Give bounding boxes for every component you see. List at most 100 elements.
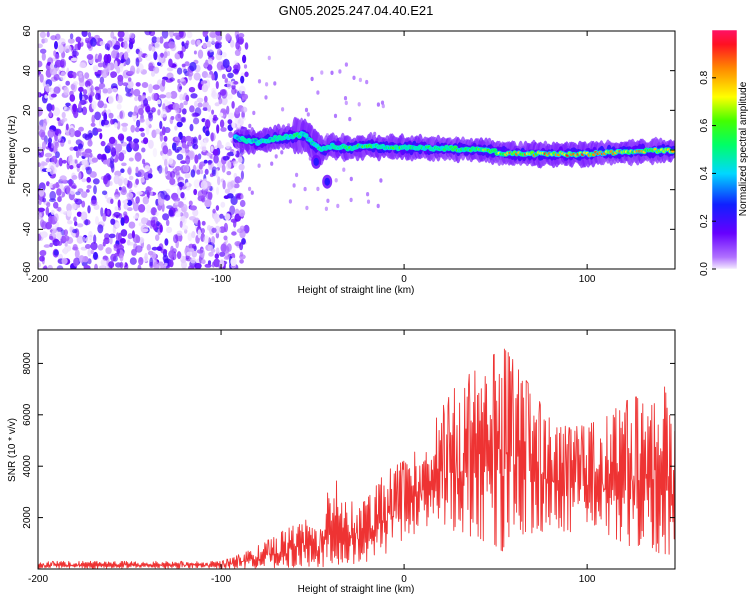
- noise-speckle: [61, 257, 68, 265]
- noise-speckle: [128, 221, 136, 229]
- snr-x-label: Height of straight line (km): [298, 584, 415, 595]
- noise-speckle: [133, 88, 141, 97]
- noise-speckle: [192, 143, 195, 149]
- noise-speckle: [51, 229, 59, 238]
- noise-speckle: [38, 60, 43, 68]
- noise-speckle: [185, 155, 191, 165]
- noise-speckle: [132, 111, 137, 116]
- noise-speckle: [141, 95, 146, 100]
- noise-speckle: [217, 176, 221, 186]
- faint-speckle: [241, 97, 245, 102]
- noise-speckle: [162, 213, 170, 221]
- noise-speckle: [141, 147, 146, 153]
- noise-speckle: [123, 177, 128, 186]
- noise-speckle: [151, 36, 158, 44]
- faint-speckle: [333, 113, 338, 119]
- noise-speckle: [164, 158, 168, 167]
- noise-speckle: [186, 251, 193, 256]
- noise-speckle: [146, 244, 151, 251]
- noise-speckle: [130, 124, 135, 133]
- noise-speckle: [117, 199, 121, 208]
- noise-speckle: [207, 160, 213, 164]
- noise-speckle: [57, 206, 62, 212]
- noise-speckle: [233, 150, 237, 155]
- faint-speckle: [292, 183, 296, 188]
- noise-speckle: [97, 153, 103, 160]
- noise-speckle: [169, 171, 176, 179]
- noise-speckle: [117, 133, 125, 141]
- noise-speckle: [125, 92, 133, 97]
- noise-speckle: [202, 42, 207, 49]
- noise-speckle: [108, 261, 115, 269]
- noise-speckle: [127, 167, 132, 175]
- noise-speckle: [242, 54, 247, 64]
- noise-speckle: [124, 34, 131, 39]
- noise-speckle: [139, 118, 145, 123]
- faint-speckle: [303, 186, 307, 192]
- noise-speckle: [81, 106, 88, 116]
- noise-speckle: [166, 149, 173, 156]
- figure-title: GN05.2025.247.04.40.E21: [279, 3, 434, 18]
- noise-speckle: [227, 181, 234, 190]
- noise-speckle: [234, 208, 240, 215]
- faint-speckle: [264, 95, 268, 100]
- noise-speckle: [67, 139, 72, 145]
- noise-speckle: [214, 253, 219, 259]
- noise-speckle: [114, 206, 119, 211]
- noise-speckle: [127, 233, 133, 240]
- noise-speckle: [63, 246, 68, 255]
- noise-speckle: [110, 118, 114, 125]
- faint-speckle: [270, 161, 274, 166]
- y-tick-label: 60: [22, 25, 33, 37]
- noise-speckle: [49, 242, 53, 248]
- noise-speckle: [93, 251, 98, 260]
- noise-speckle: [134, 96, 139, 102]
- noise-speckle: [201, 259, 206, 265]
- noise-speckle: [44, 152, 53, 158]
- noise-speckle: [190, 93, 198, 99]
- noise-speckle: [88, 96, 92, 102]
- noise-speckle: [201, 220, 206, 226]
- faint-speckle: [343, 96, 348, 101]
- noise-speckle: [192, 208, 199, 217]
- noise-speckle: [181, 63, 186, 68]
- noise-speckle: [180, 160, 187, 165]
- noise-speckle: [172, 102, 180, 111]
- noise-speckle: [40, 48, 47, 54]
- noise-speckle: [96, 73, 101, 79]
- noise-speckle: [39, 250, 47, 257]
- noise-speckle: [240, 117, 246, 121]
- noise-speckle: [240, 170, 244, 180]
- noise-speckle: [175, 113, 182, 122]
- noise-speckle: [69, 165, 74, 170]
- noise-speckle: [193, 179, 200, 189]
- noise-speckle: [63, 185, 71, 194]
- noise-speckle: [49, 198, 56, 203]
- noise-speckle: [208, 251, 214, 257]
- noise-speckle: [133, 138, 140, 144]
- noise-speckle: [52, 107, 61, 117]
- secondary-feature-core: [313, 157, 320, 166]
- noise-speckle: [115, 232, 120, 242]
- noise-speckle: [176, 67, 183, 75]
- noise-speckle: [60, 71, 66, 81]
- noise-speckle: [186, 182, 190, 187]
- noise-speckle: [111, 88, 118, 93]
- noise-speckle: [41, 162, 48, 166]
- noise-speckle: [122, 200, 129, 204]
- signal-peak: [493, 149, 497, 152]
- faint-speckle: [336, 203, 340, 209]
- noise-speckle: [201, 84, 209, 93]
- noise-speckle: [203, 159, 208, 164]
- noise-speckle: [150, 71, 156, 77]
- noise-speckle: [156, 37, 161, 43]
- noise-speckle: [188, 86, 196, 93]
- noise-speckle: [176, 146, 182, 151]
- noise-speckle: [190, 257, 197, 264]
- noise-speckle: [135, 82, 141, 87]
- noise-speckle: [109, 181, 113, 186]
- noise-speckle: [61, 159, 67, 164]
- noise-speckle: [213, 114, 218, 119]
- noise-speckle: [160, 52, 164, 58]
- noise-speckle: [85, 236, 93, 244]
